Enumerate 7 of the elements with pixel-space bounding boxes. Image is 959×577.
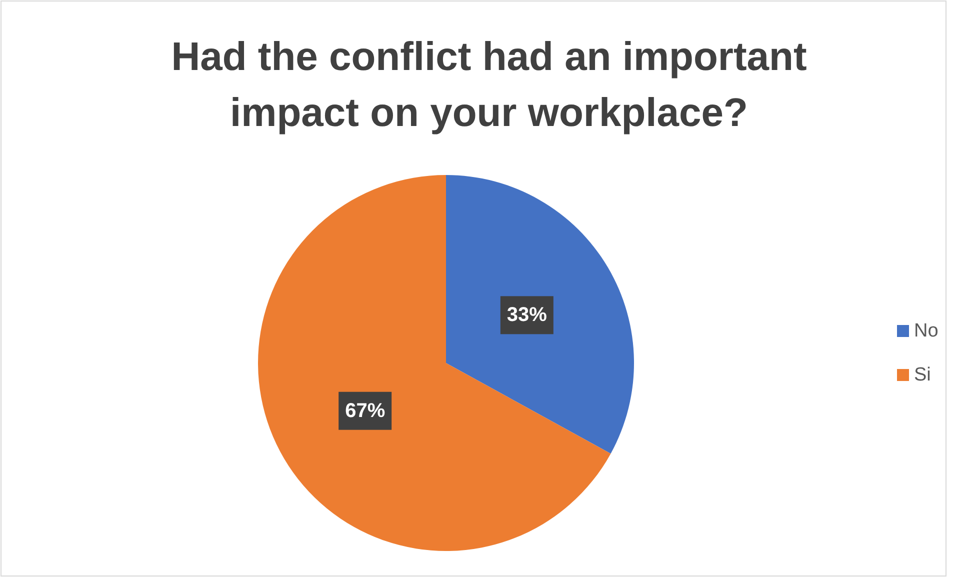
data-label: 67% (345, 400, 386, 422)
data-label: 33% (506, 304, 548, 326)
pie-slice (258, 175, 611, 551)
legend-label: Si (914, 364, 931, 386)
legend-label: No (914, 320, 938, 342)
chart-title: Had the conflict had an important impact on your workplace? (171, 35, 807, 135)
pie-slice (446, 175, 634, 454)
